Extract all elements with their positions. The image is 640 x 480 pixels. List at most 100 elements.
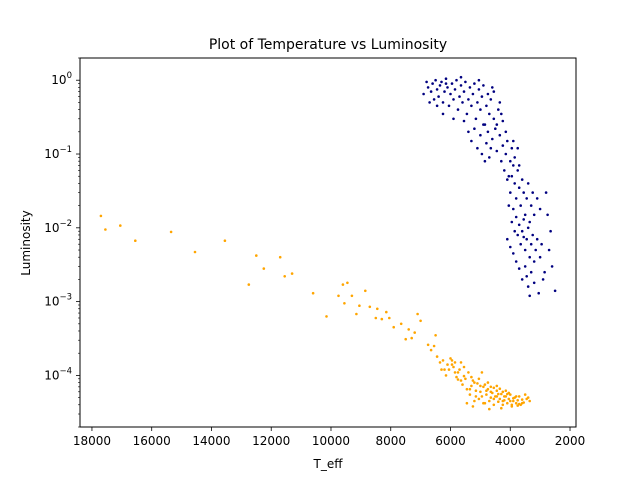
data-point xyxy=(468,86,472,89)
data-point xyxy=(473,399,476,403)
data-point xyxy=(432,98,436,101)
data-point xyxy=(526,226,530,230)
data-point xyxy=(517,223,521,227)
data-point xyxy=(514,395,518,398)
data-point xyxy=(501,119,505,123)
data-point xyxy=(435,355,439,358)
data-point xyxy=(507,397,511,401)
data-point xyxy=(465,112,469,116)
data-point xyxy=(374,316,378,320)
data-point xyxy=(440,80,443,84)
data-point xyxy=(513,182,516,185)
data-point xyxy=(519,204,522,207)
x-tick-label: 4000 xyxy=(495,434,526,448)
data-point xyxy=(520,229,524,233)
x-tick-label: 6000 xyxy=(435,434,466,448)
data-point xyxy=(410,336,414,340)
x-tick-label: 10000 xyxy=(312,434,350,448)
data-point xyxy=(520,398,524,401)
data-point xyxy=(485,104,488,108)
data-point xyxy=(495,384,499,388)
data-point xyxy=(526,396,530,399)
data-point xyxy=(543,270,546,274)
data-point xyxy=(476,382,479,385)
data-point xyxy=(431,82,434,85)
data-point xyxy=(429,348,433,352)
data-point xyxy=(434,334,437,337)
data-point xyxy=(254,254,258,257)
data-point xyxy=(283,275,287,278)
data-point xyxy=(459,75,463,79)
data-point xyxy=(528,399,531,403)
data-point xyxy=(506,237,509,241)
data-point xyxy=(488,112,491,116)
data-point xyxy=(495,389,499,393)
data-point xyxy=(480,152,484,156)
data-point xyxy=(473,82,476,85)
data-point xyxy=(500,406,503,410)
data-point xyxy=(450,359,454,362)
data-point xyxy=(407,328,411,331)
data-point xyxy=(503,169,506,172)
data-point xyxy=(477,88,481,91)
data-point xyxy=(477,78,481,82)
data-point xyxy=(480,95,484,98)
data-point xyxy=(492,117,496,121)
data-point xyxy=(456,378,460,381)
x-tick-label: 14000 xyxy=(192,434,230,448)
data-point xyxy=(492,90,496,93)
data-point xyxy=(512,139,515,143)
data-point xyxy=(491,137,494,141)
data-point xyxy=(519,242,522,246)
data-point xyxy=(456,108,460,111)
data-point xyxy=(444,82,448,85)
data-point xyxy=(104,228,107,231)
data-point xyxy=(437,95,440,98)
data-point xyxy=(507,174,511,178)
data-point xyxy=(476,101,479,104)
data-point xyxy=(444,77,448,80)
data-point xyxy=(492,386,496,390)
data-point xyxy=(443,90,446,93)
data-point xyxy=(517,267,521,270)
data-point xyxy=(509,159,512,163)
data-point xyxy=(247,283,251,286)
data-point xyxy=(471,379,475,382)
data-point xyxy=(504,130,508,134)
data-point xyxy=(468,387,472,391)
data-point xyxy=(350,294,354,298)
data-point xyxy=(376,307,379,311)
data-point xyxy=(462,374,466,378)
data-point xyxy=(538,255,542,259)
data-point xyxy=(468,393,472,396)
data-point xyxy=(485,389,488,393)
data-point xyxy=(262,267,266,270)
data-point xyxy=(520,401,524,405)
data-point xyxy=(462,365,466,369)
data-point xyxy=(523,393,527,396)
data-point xyxy=(512,164,515,167)
data-point xyxy=(474,395,478,398)
data-point xyxy=(467,130,470,134)
data-point xyxy=(443,368,446,371)
data-point xyxy=(470,375,473,379)
chart-title: Plot of Temperature vs Luminosity xyxy=(209,37,447,53)
data-point xyxy=(380,317,384,321)
data-point xyxy=(523,265,527,268)
data-point xyxy=(432,344,436,348)
data-point xyxy=(516,233,519,237)
data-point xyxy=(500,112,503,116)
data-point xyxy=(461,383,464,386)
data-point xyxy=(489,98,493,101)
data-point xyxy=(169,230,173,234)
data-point xyxy=(504,389,508,393)
data-point xyxy=(465,401,469,405)
data-point xyxy=(500,159,503,163)
data-point xyxy=(522,235,525,239)
data-point xyxy=(510,146,514,150)
x-tick-label: 16000 xyxy=(133,434,171,448)
data-point xyxy=(535,197,539,200)
data-point xyxy=(528,294,531,298)
data-point xyxy=(506,139,509,143)
